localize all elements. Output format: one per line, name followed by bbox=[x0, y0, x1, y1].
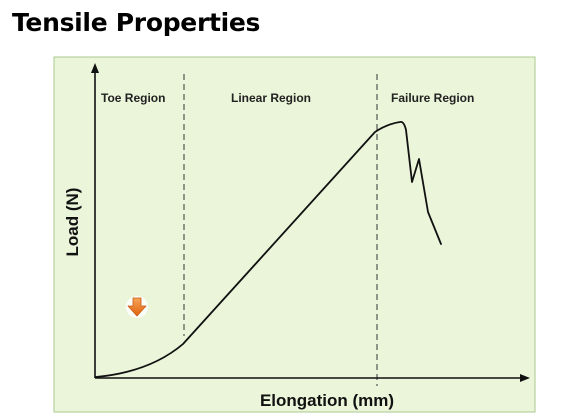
x-axis-label: Elongation (mm) bbox=[260, 391, 394, 410]
y-axis-arrowhead bbox=[91, 63, 99, 73]
download-arrow-icon[interactable] bbox=[126, 296, 148, 318]
slide-title: Tensile Properties bbox=[12, 8, 261, 37]
diagram-panel bbox=[53, 56, 536, 413]
region-label-failure: Failure Region bbox=[391, 91, 474, 105]
load-elongation-curve bbox=[95, 121, 442, 378]
x-axis-arrowhead bbox=[520, 374, 530, 382]
y-axis-label: Load (N) bbox=[63, 188, 82, 257]
region-label-toe: Toe Region bbox=[101, 91, 165, 105]
region-label-linear: Linear Region bbox=[231, 91, 311, 105]
